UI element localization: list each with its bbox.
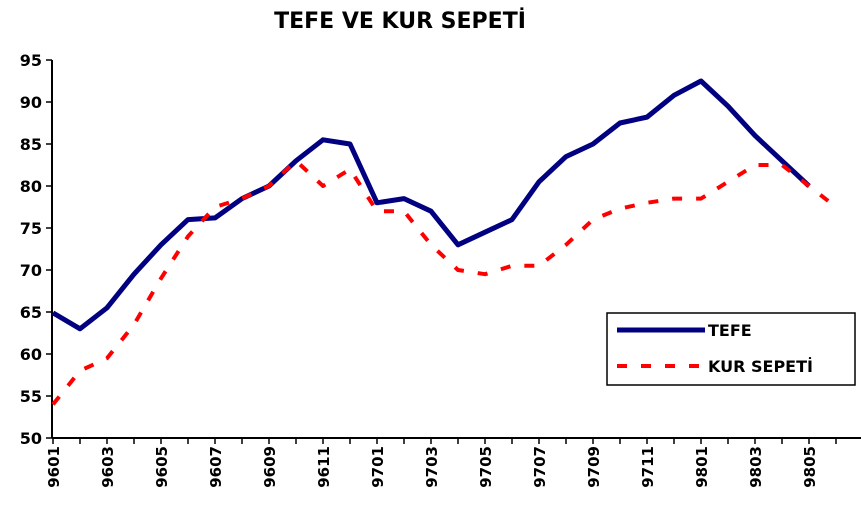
x-tick-label: 9703 (423, 446, 441, 488)
x-tick-label: 9603 (99, 446, 117, 488)
y-tick-label: 50 (20, 429, 42, 448)
y-tick-label: 75 (20, 219, 42, 238)
series-line (51, 78, 811, 332)
x-tick-label: 9801 (693, 446, 711, 488)
x-tick-label: 9607 (207, 446, 225, 488)
series-line (51, 158, 838, 406)
x-tick-label: 9707 (531, 446, 549, 488)
x-tick-label: 9611 (315, 446, 333, 488)
y-tick-label: 65 (20, 303, 42, 322)
y-tick-label: 60 (20, 345, 42, 364)
x-tick-label: 9709 (585, 446, 603, 488)
legend-label: TEFE (708, 321, 752, 340)
y-tick-label: 95 (20, 51, 42, 70)
y-tick-label: 90 (20, 93, 42, 112)
y-tick-label: 55 (20, 387, 42, 406)
x-tick-label: 9701 (369, 446, 387, 488)
legend: TEFE KUR SEPETİ (606, 312, 856, 386)
x-tick-label: 9605 (153, 446, 171, 488)
x-tick-label: 9711 (639, 446, 657, 488)
legend-label: KUR SEPETİ (708, 357, 813, 376)
x-tick-label: 9601 (45, 446, 63, 488)
x-tick-label: 9609 (261, 446, 279, 488)
legend-box (606, 312, 856, 386)
x-tick-label: 9803 (747, 446, 765, 488)
y-tick-label: 80 (20, 177, 42, 196)
y-tick-label: 70 (20, 261, 42, 280)
x-tick-label: 9705 (477, 446, 495, 488)
y-tick-label: 85 (20, 135, 42, 154)
chart-title: TEFE VE KUR SEPETİ (274, 8, 526, 34)
x-tick-label: 9805 (801, 446, 819, 488)
